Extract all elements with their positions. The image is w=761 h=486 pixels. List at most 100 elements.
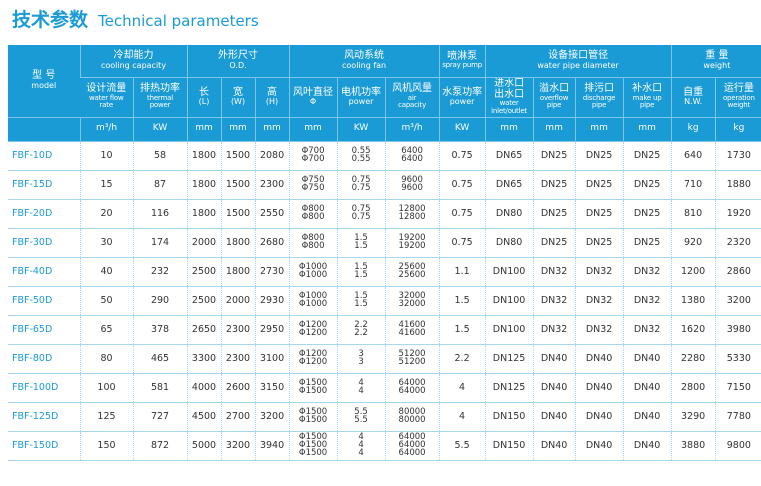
cooling-fan-header: 风动系统 cooling fan (288, 45, 440, 78)
cell-l: 1800 (186, 141, 222, 171)
cell-fan: Φ800 Φ800 (288, 228, 338, 258)
air-value: 32000 (398, 290, 426, 301)
cell-flow: 100 (79, 373, 133, 403)
fan-value: Φ1500 (298, 415, 328, 426)
cell-makeup: DN40 (622, 344, 672, 374)
cell-flow: 50 (79, 286, 133, 316)
cell-inlet: DN100 (484, 315, 534, 345)
cell-h: 2930 (254, 286, 290, 316)
cell-w: 1800 (220, 257, 256, 287)
cell-makeup: DN40 (622, 402, 672, 432)
unit-cell: m³/h (79, 117, 133, 142)
cell-w: 3200 (220, 431, 256, 461)
cell-fan: Φ1000 Φ1000 (288, 286, 338, 316)
cell-air: 64000 64000 64000 (384, 431, 440, 461)
cell-overflow: DN40 (532, 431, 576, 461)
air-stack: 41600 41600 (399, 321, 426, 338)
cell-air: 25600 25600 (384, 257, 440, 287)
cell-pump: 0.75 (438, 228, 486, 258)
air-stack: 12800 12800 (399, 205, 426, 222)
fan-stack: Φ700 Φ700 (301, 145, 325, 164)
cell-inlet: DN80 (484, 199, 534, 229)
cell-h: 2550 (254, 199, 290, 229)
fan-value: Φ700 (301, 145, 325, 156)
air-value: 25600 (398, 261, 426, 272)
air-value: 51200 (398, 357, 426, 368)
motor-value: 2.2 (354, 328, 368, 339)
cell-air: 41600 41600 (384, 315, 440, 345)
cell-ow: 5330 (714, 344, 761, 374)
fan-value: Φ1200 (298, 328, 328, 339)
motor-value: 3 (358, 357, 364, 368)
cell-air: 12800 12800 (384, 199, 440, 229)
unit-cell: mm (254, 117, 290, 142)
fan-stack: Φ1000 Φ1000 (299, 263, 327, 280)
motor-value: 1.5 (354, 270, 368, 281)
cell-nw: 2800 (670, 373, 716, 403)
cell-w: 2700 (220, 402, 256, 432)
motor-stack: 1.5 1.5 (354, 234, 368, 252)
air-stack: 6400 6400 (401, 147, 423, 164)
air-value: 64000 (398, 448, 426, 459)
cell-w: 2300 (220, 315, 256, 345)
cell-h: 2680 (254, 228, 290, 258)
cell-inlet: DN125 (484, 373, 534, 403)
air-value: 80000 (398, 406, 426, 417)
table-row: FBF-125D 125 727 4500 2700 3200 Φ1500 Φ1500 5.5 5… (8, 402, 761, 432)
cell-makeup: DN32 (622, 315, 672, 345)
cell-h: 3150 (254, 373, 290, 403)
fan-stack: Φ800 Φ800 (302, 205, 325, 222)
motor-value: 5.5 (354, 415, 368, 426)
cell-motor: 0.75 0.75 (336, 199, 386, 229)
air-value: 64000 (398, 377, 426, 388)
cell-overflow: DN32 (532, 257, 576, 287)
cell-makeup: DN25 (622, 141, 672, 171)
cell-w: 1800 (220, 228, 256, 258)
flow-subheader: 设计流量 water flow rate (80, 77, 133, 118)
cell-flow: 40 (79, 257, 133, 287)
cell-makeup: DN25 (622, 228, 672, 258)
cell-fan: Φ1200 Φ1200 (288, 344, 338, 374)
unit-cell: kg (714, 117, 761, 142)
cell-drain: DN25 (574, 228, 624, 258)
cell-drain: DN40 (574, 344, 624, 374)
fan-value: Φ1500 (298, 386, 328, 397)
air-value: 19200 (398, 241, 426, 252)
cell-w: 1500 (220, 199, 256, 229)
cell-l: 4000 (186, 373, 222, 403)
motor-value: 3 (358, 348, 364, 359)
cell-drain: DN32 (574, 257, 624, 287)
air-stack: 51200 51200 (398, 350, 426, 368)
motor-value: 1.5 (354, 241, 368, 252)
cell-inlet: DN65 (484, 141, 534, 171)
cell-fan: Φ750 Φ750 (288, 170, 338, 200)
cell-flow: 30 (79, 228, 133, 258)
motor-value: 0.55 (351, 145, 371, 156)
cell-h: 2080 (254, 141, 290, 171)
cell-model: FBF-80D (8, 344, 80, 374)
spec-table: 型 号 model 冷却能力 cooling capacity 外形尺寸 O.D… (8, 45, 761, 461)
thermal-subheader: 排热功率 thermal power (132, 77, 188, 118)
cell-drain: DN25 (574, 170, 624, 200)
cell-model: FBF-150D (8, 431, 80, 461)
motor-value: 0.75 (351, 183, 371, 194)
motor-value: 4 (358, 377, 364, 388)
cell-kw: 58 (132, 141, 188, 171)
height-subheader: 高 (H) (254, 77, 290, 118)
cell-ow: 7780 (714, 402, 761, 432)
table-row: FBF-50D 50 290 2500 2000 2930 Φ1000 Φ1000 1.5 1.5… (8, 286, 761, 316)
cell-l: 2500 (186, 286, 222, 316)
air-stack: 19200 19200 (398, 234, 426, 252)
cell-model: FBF-10D (8, 141, 80, 171)
air-value: 64000 (398, 386, 426, 397)
cell-ow: 9800 (714, 431, 761, 461)
air-stack: 9600 9600 (401, 176, 423, 193)
fan-value: Φ1500 (298, 440, 328, 450)
motor-value: 4 (358, 431, 364, 442)
cell-kw: 727 (132, 402, 188, 432)
motor-stack: 1.5 1.5 (354, 292, 368, 309)
cell-pump: 0.75 (438, 170, 486, 200)
unit-cell: KW (132, 117, 188, 142)
